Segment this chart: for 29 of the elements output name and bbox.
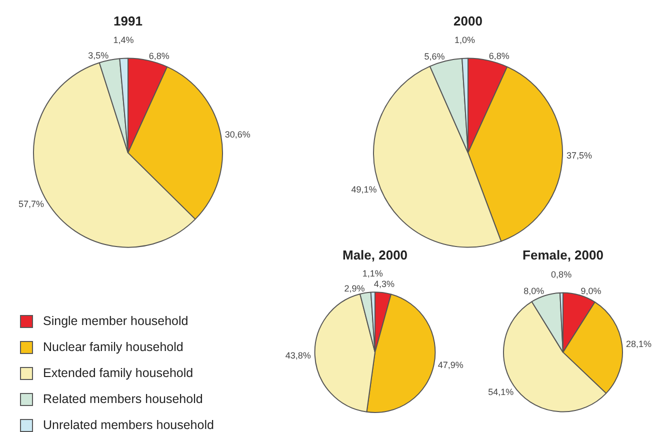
data-label: 1,1% [362, 268, 383, 279]
data-label: 57,7% [18, 198, 44, 209]
data-label: 0,8% [551, 269, 572, 280]
data-label: 30,6% [224, 129, 250, 140]
legend-label: Nuclear family household [43, 340, 184, 354]
data-label: 5,6% [424, 52, 445, 62]
data-label: 1,0% [454, 34, 476, 45]
data-label: 47,9% [438, 360, 464, 370]
legend-label: Single member household [43, 314, 188, 328]
data-label: 28,1% [626, 339, 652, 350]
legend-label: Related members household [43, 392, 203, 406]
chart-title: Female, 2000 [522, 247, 604, 262]
data-label: 6,8% [488, 51, 510, 62]
data-label: 2,9% [344, 283, 365, 294]
chart-title: 1991 [114, 13, 142, 28]
data-label: 8,0% [524, 286, 544, 296]
chart-title: 2000 [454, 13, 482, 28]
data-label: 6,8% [148, 51, 170, 62]
data-label: 49,1% [351, 184, 377, 194]
data-label: 1,4% [113, 34, 134, 45]
legend-label: Unrelated members household [43, 418, 214, 432]
data-label: 4,3% [374, 279, 394, 290]
data-label: 43,8% [285, 350, 311, 360]
data-label: 3,5% [88, 50, 109, 61]
data-label: 9,0% [580, 286, 602, 296]
chart-title: Male, 2000 [342, 247, 408, 262]
data-label: 37,5% [566, 150, 592, 161]
data-label: 54,1% [488, 386, 514, 397]
legend-label: Extended family household [43, 366, 194, 380]
